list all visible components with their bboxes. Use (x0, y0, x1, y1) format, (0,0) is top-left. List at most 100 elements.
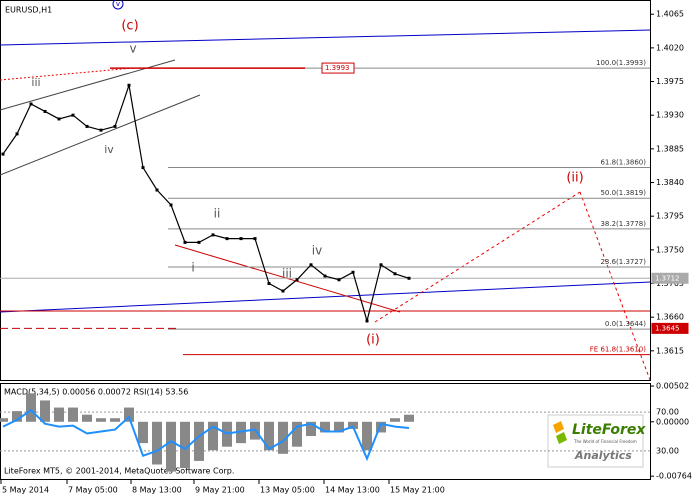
close-mark (225, 237, 229, 241)
price-line (2, 85, 410, 324)
logo-icon (556, 432, 567, 444)
indicator-tick-label: -0.00764 (656, 472, 692, 481)
logo-tagline: The World of Financial Freedom (573, 439, 637, 444)
close-mark (323, 274, 327, 278)
macd-bar (40, 400, 50, 422)
close-mark (99, 128, 103, 132)
price-tag-label: 1.3712 (655, 274, 680, 282)
indicator-tick-label: 0.00000 (656, 417, 689, 426)
wave-label: iv (104, 143, 114, 156)
wave-label: v (116, 0, 120, 8)
macd-bar (194, 421, 204, 461)
logo-sub: Analytics (574, 449, 632, 462)
close-mark (127, 83, 131, 87)
wave-label: iii (31, 76, 40, 89)
close-mark (407, 276, 411, 280)
y-tick-label: 1.3930 (656, 111, 684, 120)
close-mark (351, 270, 355, 274)
rsi-line (2, 408, 410, 462)
y-tick-label: 1.3885 (656, 144, 684, 153)
macd-bar (166, 421, 176, 472)
macd-bar (390, 418, 400, 422)
close-mark (295, 278, 299, 282)
fib-label: 38.2(1.3778) (600, 220, 646, 228)
macd-bar (334, 421, 344, 433)
fib-label: 23.6(1.3727) (600, 258, 646, 266)
close-mark (239, 237, 243, 241)
macd-bar (110, 418, 120, 422)
macd-bar (320, 421, 330, 433)
wave-marker (112, 0, 124, 10)
close-mark (281, 289, 285, 293)
close-mark (365, 319, 369, 323)
logo-name: LiteForex (572, 422, 646, 438)
macd-bar (404, 414, 414, 422)
close-mark (393, 272, 397, 276)
close-mark (309, 263, 313, 267)
y-tick-label: 1.4065 (656, 10, 684, 19)
close-mark (85, 124, 89, 128)
y-tick-label: 1.3840 (656, 178, 684, 187)
x-tick-label: 8 May 13:00 (132, 486, 182, 495)
macd-bar (0, 418, 8, 422)
macd-bar (208, 421, 218, 451)
price-tag-label: 1.3645 (655, 324, 680, 332)
y-tick-label: 1.3975 (656, 77, 684, 86)
close-mark (169, 203, 173, 207)
close-mark (43, 109, 47, 113)
macd-bar (26, 393, 36, 422)
macd-bar (54, 407, 64, 422)
wave-label: v (129, 42, 136, 56)
close-mark (155, 188, 159, 192)
indicator-title: MACD(5,34,5) 0.00056 0.00072 RSI(14) 53.… (4, 388, 188, 397)
close-mark (1, 152, 5, 156)
x-tick-label: 14 May 13:00 (325, 486, 380, 495)
price-tag (651, 272, 689, 284)
rsi-tick-label: 30.00 (656, 446, 679, 455)
close-mark (379, 263, 383, 267)
wave-label: (c) (121, 19, 138, 34)
price-tag (321, 62, 355, 74)
macd-bar (138, 421, 148, 444)
y-tick-label: 1.3660 (656, 313, 684, 322)
chart-title: EURUSD,H1 (5, 6, 52, 15)
price-tag (651, 322, 689, 334)
fib-label: 100.0(1.3993) (596, 59, 646, 67)
close-mark (141, 166, 145, 170)
fib-label: 0.0(1.3644) (605, 320, 646, 328)
macd-bar (12, 411, 22, 422)
close-mark (211, 233, 215, 237)
fib-label: 50.0(1.3819) (600, 189, 646, 197)
macd-bar (376, 421, 386, 433)
macd-bar (82, 414, 92, 422)
trend-line (0, 29, 651, 46)
wave-label: (ii) (566, 171, 583, 186)
x-tick-label: 5 May 2014 (2, 486, 49, 495)
projection-line (374, 191, 581, 323)
macd-bar (124, 407, 134, 422)
macd-bar (68, 407, 78, 422)
close-mark (267, 282, 271, 286)
x-tick-label: 9 May 21:00 (195, 486, 245, 495)
main-pane (0, 0, 651, 381)
x-tick-label: 13 May 05:00 (260, 486, 315, 495)
macd-bar (96, 418, 106, 422)
wave-label: iii (282, 267, 292, 281)
indicator-tick-label: 0.00502 (656, 382, 689, 391)
macd-bar (264, 421, 274, 451)
channel-line (0, 94, 201, 176)
fib-label: FE 61.8(1.3610) (590, 346, 646, 354)
copyright: LiteForex MT5, © 2001-2014, MetaQuotes S… (4, 467, 234, 476)
logo: LiteForex The World of Financial Freedom… (547, 414, 646, 468)
close-mark (337, 278, 341, 282)
x-tick-label: 7 May 05:00 (68, 486, 118, 495)
rsi-tick-label: 70.00 (656, 408, 679, 417)
close-mark (253, 237, 257, 241)
close-mark (71, 113, 75, 117)
close-mark (57, 117, 61, 121)
wave-label: ii (214, 207, 221, 221)
wave-label: (i) (366, 333, 380, 348)
indicator-pane (0, 383, 651, 480)
trend-line (0, 281, 651, 313)
y-tick-label: 1.3795 (656, 212, 684, 221)
